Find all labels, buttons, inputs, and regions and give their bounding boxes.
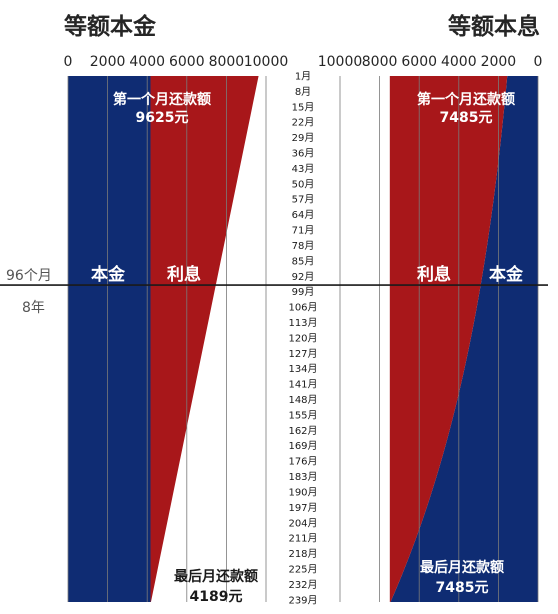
month-tick-label: 1月 [295, 71, 311, 83]
left-interest-area [150, 76, 259, 602]
month-tick-label: 85月 [292, 255, 315, 267]
left-x-tick-label: 2000 [90, 54, 126, 70]
month-tick-label: 15月 [292, 101, 315, 113]
right-last-payment-text: 最后月还款额 [420, 559, 504, 576]
left-last-payment-text: 最后月还款额 [174, 568, 258, 585]
left-first-payment-value: 9625元 [136, 110, 189, 126]
month-tick-label: 176月 [288, 456, 317, 468]
left-x-axis: 0 2000 4000 6000 8000 10000 [64, 54, 289, 70]
month-tick-label: 148月 [288, 394, 317, 406]
month-tick-label: 43月 [292, 163, 315, 175]
month-tick-label: 232月 [288, 579, 317, 591]
month-tick-label: 190月 [288, 486, 317, 498]
month-tick-label: 36月 [292, 148, 315, 160]
month-tick-label: 22月 [292, 117, 315, 129]
years-side-label: 8年 [22, 300, 45, 316]
left-plot [67, 76, 267, 602]
right-x-tick-label: 8000 [362, 54, 398, 70]
month-tick-label: 120月 [288, 332, 317, 344]
month-tick-label: 155月 [288, 409, 317, 421]
right-interest-label: 利息 [417, 264, 451, 285]
months-side-label: 96个月 [6, 268, 52, 284]
month-tick-label: 71月 [292, 225, 315, 237]
month-tick-label: 225月 [288, 563, 317, 575]
month-tick-label: 183月 [288, 471, 317, 483]
left-principal-label: 本金 [91, 264, 126, 285]
month-tick-label: 92月 [292, 271, 315, 283]
right-x-tick-label: 10000 [318, 54, 363, 70]
right-first-payment-value: 7485元 [440, 110, 493, 126]
right-x-tick-label: 4000 [441, 54, 477, 70]
right-principal-area [390, 76, 538, 602]
month-tick-label: 218月 [288, 548, 317, 560]
month-tick-label: 113月 [288, 317, 317, 329]
right-principal-label: 本金 [489, 264, 524, 285]
right-plot [339, 76, 539, 602]
left-principal-area [68, 76, 151, 602]
month-tick-label: 50月 [292, 178, 315, 190]
left-x-tick-label: 6000 [169, 54, 205, 70]
right-x-tick-label: 6000 [401, 54, 437, 70]
left-last-payment-value: 4189元 [190, 589, 243, 605]
month-tick-label: 162月 [288, 425, 317, 437]
left-x-tick-label: 0 [64, 54, 73, 70]
left-chart-title: 等额本金 [64, 13, 157, 40]
month-tick-label: 204月 [288, 517, 317, 529]
left-x-tick-label: 10000 [244, 54, 289, 70]
right-first-payment-text: 第一个月还款额 [417, 91, 515, 108]
month-tick-label: 239月 [288, 594, 317, 606]
left-interest-label: 利息 [167, 264, 201, 285]
month-tick-label: 64月 [292, 209, 315, 221]
right-last-payment-value: 7485元 [436, 580, 489, 596]
month-tick-label: 134月 [288, 363, 317, 375]
month-tick-label: 29月 [292, 132, 315, 144]
month-tick-label: 127月 [288, 348, 317, 360]
right-x-tick-label: 0 [534, 54, 543, 70]
month-tick-label: 106月 [288, 302, 317, 314]
left-first-payment-text: 第一个月还款额 [113, 91, 211, 108]
right-x-tick-label: 2000 [481, 54, 517, 70]
left-x-tick-label: 8000 [209, 54, 245, 70]
month-axis: 1月 8月 15月 22月 29月 36月 43月 50月 57月 64月 71月 78月 85月 92月… [288, 71, 317, 607]
month-tick-label: 141月 [288, 379, 317, 391]
month-tick-label: 78月 [292, 240, 315, 252]
month-tick-label: 197月 [288, 502, 317, 514]
month-tick-label: 99月 [292, 286, 315, 298]
month-tick-label: 57月 [292, 194, 315, 206]
chart-labels: 本金 利息 利息 本金 第一个月还款额 9625元 最后月还款额 4189元 第… [6, 91, 524, 605]
month-tick-label: 169月 [288, 440, 317, 452]
right-chart-title: 等额本息 [448, 13, 540, 40]
month-tick-label: 211月 [288, 533, 317, 545]
left-x-tick-label: 4000 [129, 54, 165, 70]
month-tick-label: 8月 [295, 86, 311, 98]
